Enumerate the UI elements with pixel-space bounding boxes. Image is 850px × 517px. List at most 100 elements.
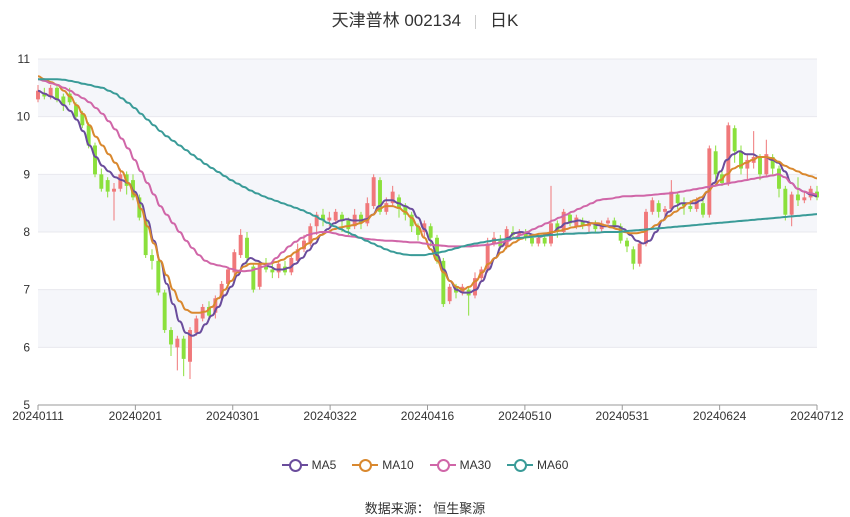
legend-marker-ma30: [429, 459, 456, 472]
candle-up: [365, 203, 370, 224]
chart-legend: MA5 MA10 MA30 MA60: [0, 458, 850, 472]
grid-band: [38, 174, 817, 232]
kline-chart: 5 6 7 8 9 10 11 20240111 20240201 20240301 2024032…: [12, 52, 844, 423]
candle-down: [378, 180, 382, 212]
candle-up: [517, 232, 522, 235]
candle-down: [67, 93, 72, 103]
candle-up: [257, 263, 262, 287]
stock-name: 天津普林 002134: [331, 11, 462, 30]
candle-down: [251, 266, 256, 290]
candle-up: [644, 211, 648, 244]
candle-down: [74, 105, 78, 117]
candle-down: [403, 206, 408, 215]
candle-down: [625, 240, 629, 247]
candle-up: [669, 191, 674, 209]
x-tick-label: 20240322: [303, 409, 357, 423]
candle-down: [270, 269, 275, 273]
candle-up: [802, 197, 807, 201]
candle-down: [428, 226, 433, 238]
candle-down: [523, 232, 528, 238]
candle-up: [371, 177, 376, 207]
candle-up: [561, 211, 566, 232]
candle-up: [36, 90, 40, 100]
candle-down: [321, 214, 325, 221]
candle-down: [80, 113, 85, 126]
x-tick-label: 20240510: [498, 409, 552, 423]
candle-up: [232, 252, 237, 273]
candle-up: [789, 194, 794, 215]
chart-title: 天津普林 002134 日K: [0, 6, 850, 31]
candle-down: [688, 206, 693, 209]
candle-up: [707, 148, 712, 215]
candle-up: [574, 217, 579, 227]
candle-up: [637, 243, 642, 264]
candle-down: [99, 174, 104, 189]
y-tick-label: 5: [23, 398, 30, 412]
candle-up: [175, 338, 180, 348]
candle-down: [162, 292, 167, 331]
candle-up: [606, 220, 610, 224]
candle-down: [713, 151, 718, 175]
candle-down: [346, 220, 351, 230]
y-tick-label: 6: [23, 340, 30, 354]
candle-up: [295, 249, 300, 261]
legend-marker-ma5: [281, 459, 308, 472]
candle-down: [498, 240, 503, 247]
candle-down: [55, 87, 59, 100]
candle-down: [739, 151, 743, 169]
grid-band: [38, 289, 817, 348]
legend-label-ma60: MA60: [537, 458, 569, 472]
candle-down: [441, 260, 446, 305]
candle-down: [105, 180, 110, 192]
x-tick-label: 20240111: [12, 409, 64, 423]
candle-up: [663, 208, 667, 212]
candle-up: [384, 203, 389, 212]
candle-up: [536, 237, 541, 244]
candle-down: [156, 260, 161, 293]
candle-down: [143, 220, 148, 256]
candle-up: [422, 223, 427, 232]
candle-down: [593, 223, 598, 230]
title-separator: [475, 14, 477, 29]
candle-up: [118, 174, 123, 189]
legend-marker-ma60: [507, 459, 534, 472]
candle-down: [542, 237, 547, 244]
legend-marker-ma10: [352, 459, 379, 472]
candle-up: [188, 330, 192, 362]
candle-down: [675, 194, 680, 204]
candle-up: [473, 278, 477, 296]
ma-line-ma60: [38, 78, 818, 257]
candle-down: [181, 338, 186, 359]
legend-item-ma10[interactable]: MA10: [352, 458, 414, 472]
candle-up: [333, 211, 338, 221]
y-tick-label: 9: [23, 167, 30, 181]
x-tick-label: 20240531: [596, 409, 650, 423]
candle-up: [112, 188, 116, 192]
candle-up: [219, 283, 224, 299]
data-source: 数据来源： 恒生聚源: [364, 501, 486, 516]
candle-down: [682, 203, 686, 207]
candle-up: [213, 298, 218, 313]
candle-up: [726, 125, 731, 183]
legend-item-ma30[interactable]: MA30: [429, 458, 492, 472]
candle-up: [390, 191, 395, 204]
x-tick-label: 20240201: [109, 409, 163, 423]
legend-item-ma60[interactable]: MA60: [507, 458, 568, 472]
candle-down: [783, 188, 788, 215]
y-tick-label: 8: [23, 225, 30, 239]
grid-band: [38, 59, 817, 117]
candle-up: [314, 214, 319, 227]
x-tick-label: 20240301: [206, 409, 260, 423]
candle-down: [150, 255, 154, 261]
y-tick-label: 10: [17, 110, 31, 124]
candle-up: [485, 243, 490, 270]
candle-down: [777, 168, 781, 189]
candle-down: [245, 237, 249, 258]
legend-item-ma5[interactable]: MA5: [281, 458, 336, 472]
legend-label-ma30: MA30: [459, 458, 492, 472]
candle-down: [435, 237, 439, 261]
candle-down: [93, 145, 97, 175]
candle-up: [764, 154, 769, 175]
candle-up: [276, 263, 281, 273]
ma-line-ma30: [37, 78, 818, 273]
